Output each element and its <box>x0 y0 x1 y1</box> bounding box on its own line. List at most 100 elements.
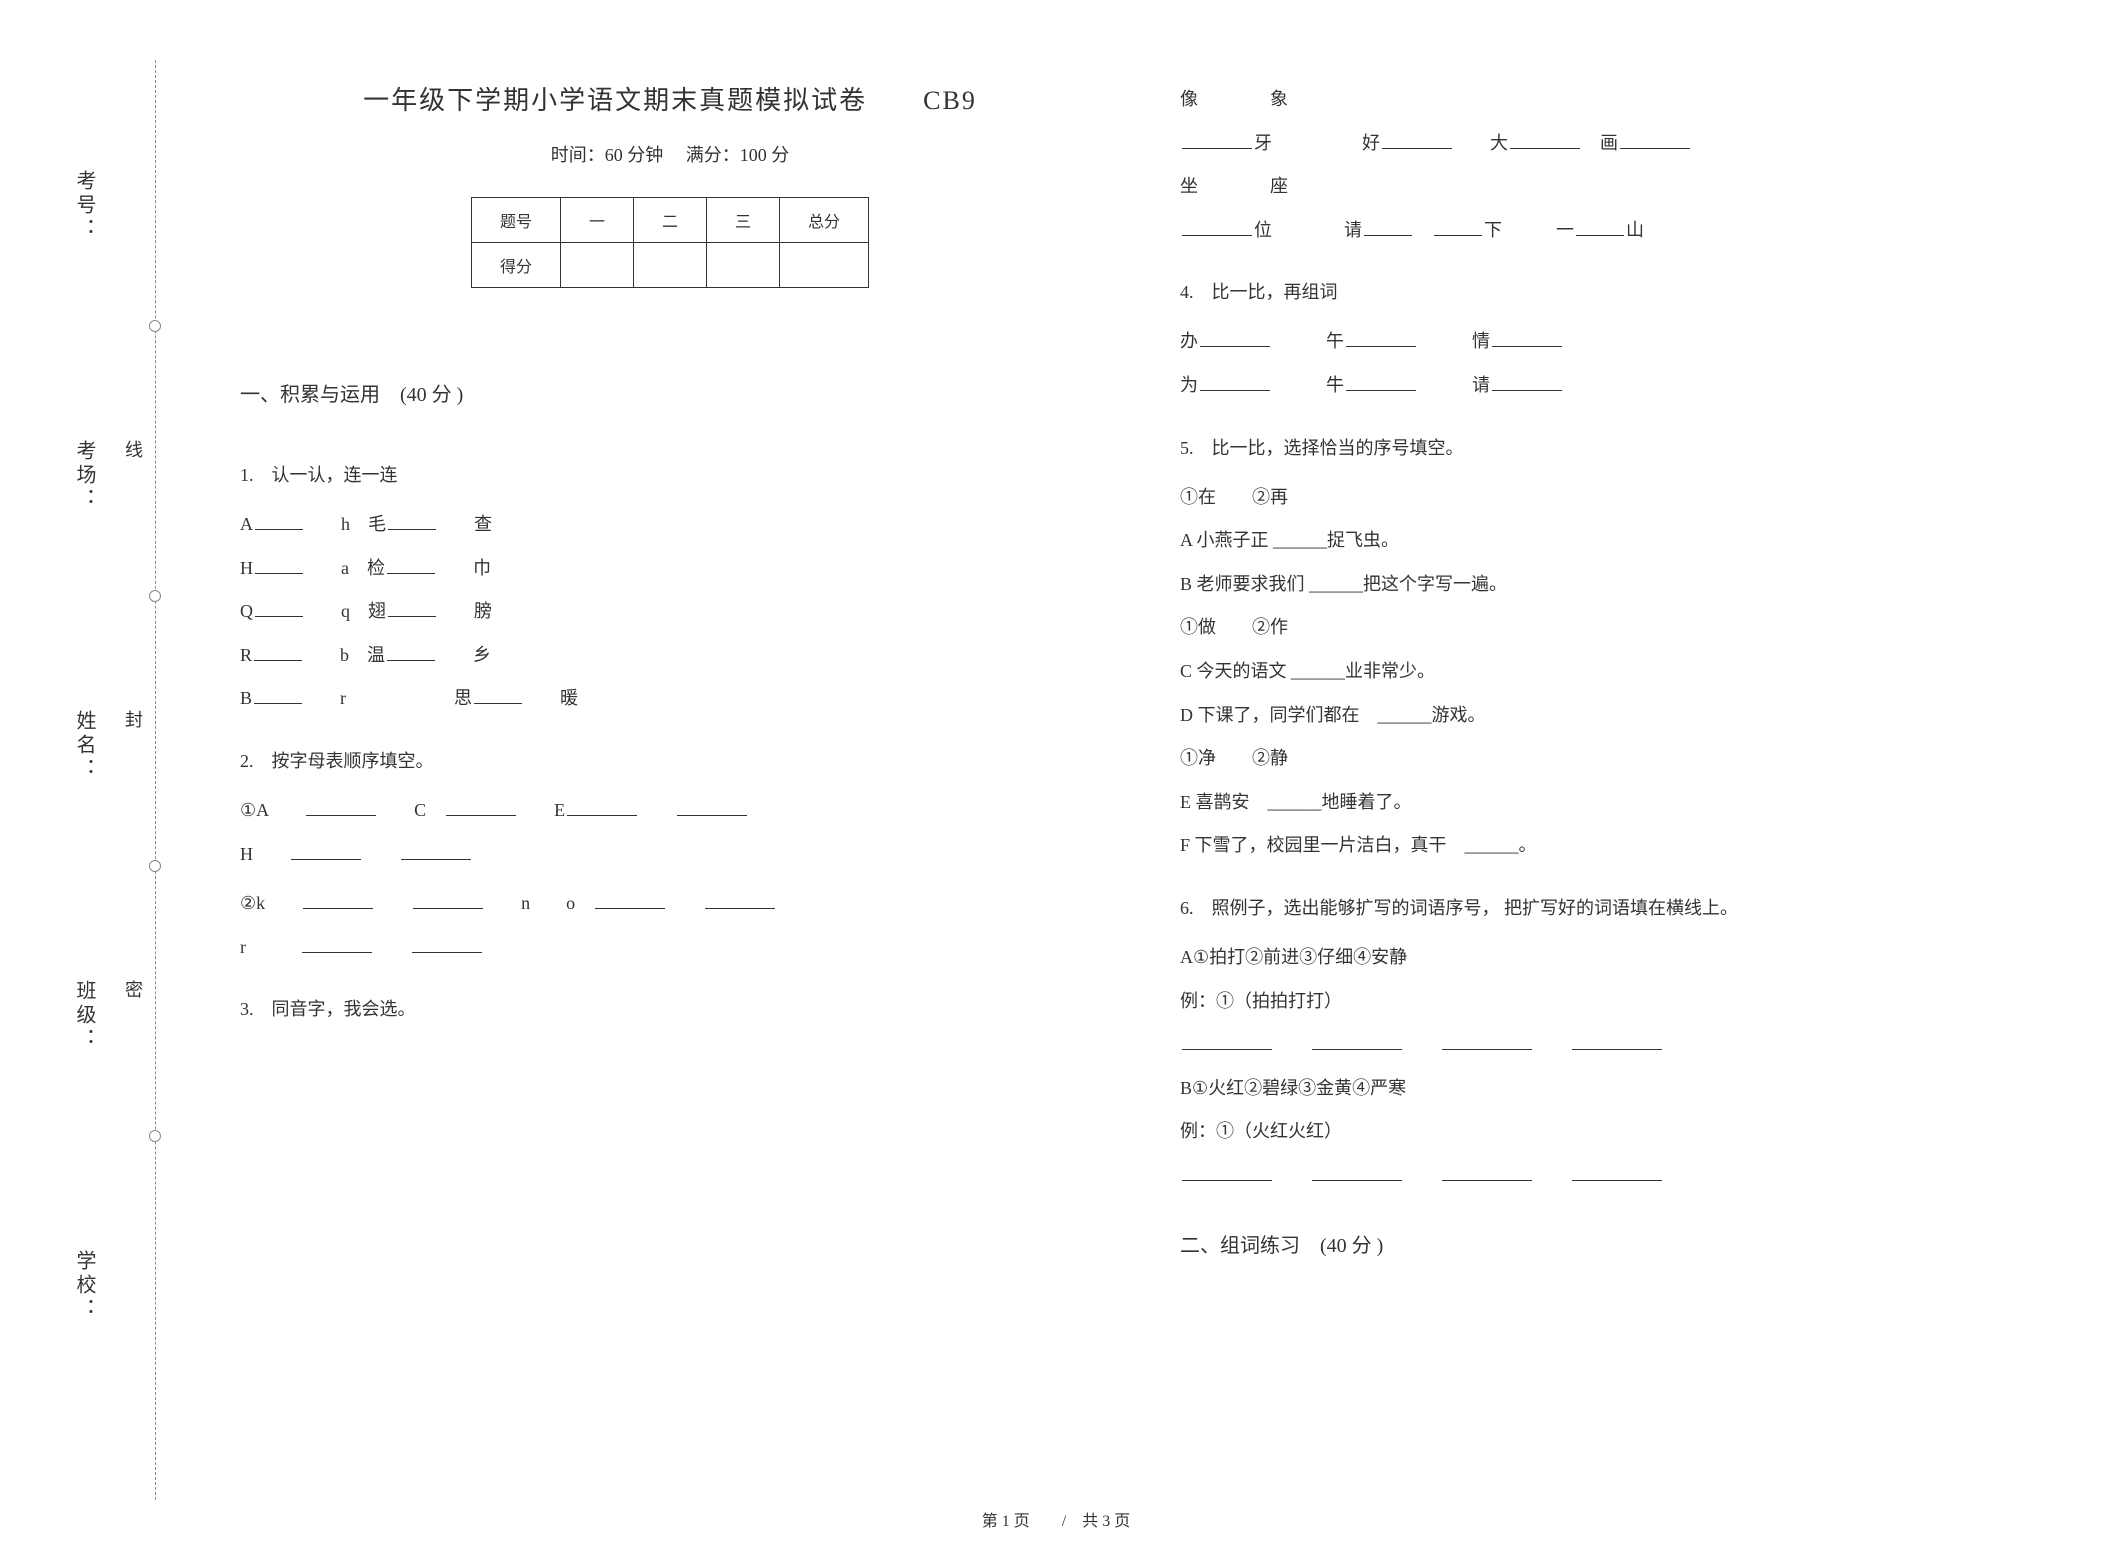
q1-cell: h <box>341 514 350 534</box>
q2-text: ①A <box>240 800 268 820</box>
score-th: 题号 <box>471 198 560 243</box>
q1-cell: q <box>341 601 350 621</box>
binding-circle <box>149 590 161 602</box>
q1-cell: r <box>340 688 346 708</box>
q3-word: 位 <box>1254 220 1272 240</box>
q1-body: A h 毛 查 H a 检 巾 Q q 翅 膀 R b 温 乡 B r 思 暖 <box>240 505 1100 723</box>
q5-line: B 老师要求我们 ______把这个字写一遍。 <box>1180 565 2040 605</box>
q1-cell: B <box>240 688 252 708</box>
q5-line: D 下课了，同学们都在 ______游戏。 <box>1180 696 2040 736</box>
q2-text: n <box>521 893 530 913</box>
q3-word: 大 <box>1490 133 1508 153</box>
q3-word: 请 <box>1344 220 1362 240</box>
page-content: 一年级下学期小学语文期末真题模拟试卷 CB9 时间：60 分钟 满分：100 分… <box>240 80 2040 1460</box>
q2-text: o <box>566 893 575 913</box>
q4-char: 办 <box>1180 331 1198 351</box>
q1-heading: 1. 认一认，连一连 <box>240 461 1100 487</box>
q1-cell: 检 <box>367 558 385 578</box>
binding-sub-xian: 线 <box>120 440 146 478</box>
q2-text: H <box>240 844 253 864</box>
q1-cell: 毛 <box>368 514 386 534</box>
q3-char: 象 <box>1270 89 1288 109</box>
q3-heading: 3. 同音字，我会选。 <box>240 995 1100 1021</box>
q1-cell: 翅 <box>368 601 386 621</box>
q3-word: 牙 <box>1254 133 1272 153</box>
q1-cell: 膀 <box>474 601 492 621</box>
page-footer: 第 1 页 / 共 3 页 <box>0 1507 2112 1531</box>
binding-circle <box>149 1130 161 1142</box>
score-table-score-row: 得分 <box>471 243 868 288</box>
q5-line: F 下雪了，校园里一片洁白，真干 ______。 <box>1180 826 2040 866</box>
binding-label-xuexiao: 学校： <box>70 1250 99 1322</box>
q4-body: 办 午 情 为 牛 请 <box>1180 322 2040 409</box>
q5-line: E 喜鹊安 ______地睡着了。 <box>1180 783 2040 823</box>
q4-char: 午 <box>1326 331 1344 351</box>
right-column: 像 象 牙 好 大 画 坐 座 位 请 下 一 山 4. 比一比，再组词 办 午 … <box>1180 80 2040 1460</box>
q5-opts: ①在 ②再 <box>1180 478 2040 518</box>
q3-body: 像 象 牙 好 大 画 坐 座 位 请 下 一 山 <box>1180 80 2040 254</box>
q2-text: r <box>240 937 246 957</box>
q6-opts-a: A①拍打②前进③仔细④安静 <box>1180 938 2040 978</box>
q5-line: C 今天的语文 ______业非常少。 <box>1180 652 2040 692</box>
q3-word: 山 <box>1626 220 1644 240</box>
score-table-header-row: 题号 一 二 三 总分 <box>471 198 868 243</box>
q1-cell: 乡 <box>473 645 491 665</box>
q4-char: 牛 <box>1326 375 1344 395</box>
score-th: 一 <box>560 198 633 243</box>
q1-cell: 暖 <box>560 688 578 708</box>
q5-opts: ①净 ②静 <box>1180 739 2040 779</box>
q3-char: 像 <box>1180 89 1198 109</box>
q1-cell: 温 <box>367 645 385 665</box>
q3-char: 坐 <box>1180 176 1198 196</box>
q1-cell: R <box>240 645 252 665</box>
binding-label-banji: 班级： <box>70 980 99 1052</box>
q6-opts-b: B①火红②碧绿③金黄④严寒 <box>1180 1069 2040 1109</box>
q3-word: 好 <box>1362 133 1380 153</box>
score-th: 三 <box>707 198 780 243</box>
binding-circle <box>149 860 161 872</box>
q2-body: ①A C E H ②k n o r <box>240 791 1100 971</box>
q5-heading: 5. 比一比，选择恰当的序号填空。 <box>1180 434 2040 460</box>
q4-char: 为 <box>1180 375 1198 395</box>
q3-char: 座 <box>1270 176 1288 196</box>
q1-cell: H <box>240 558 253 578</box>
binding-margin: 考号： 考场： 姓名： 班级： 学校： 线 封 密 <box>70 60 190 1500</box>
binding-circle <box>149 320 161 332</box>
q1-cell: 巾 <box>473 558 491 578</box>
score-td <box>780 243 869 288</box>
score-table: 题号 一 二 三 总分 得分 <box>471 197 869 288</box>
section-1-heading: 一、积累与运用 (40 分 ) <box>240 378 1100 407</box>
q4-char: 情 <box>1472 331 1490 351</box>
q1-cell: b <box>340 645 349 665</box>
q2-heading: 2. 按字母表顺序填空。 <box>240 747 1100 773</box>
q1-cell: 思 <box>454 688 472 708</box>
q1-cell: 查 <box>474 514 492 534</box>
q1-cell: a <box>341 558 349 578</box>
q6-example-a: 例：①（拍拍打打） <box>1180 982 2040 1022</box>
q3-word: 下 <box>1484 220 1502 240</box>
score-th: 总分 <box>780 198 869 243</box>
q1-cell: A <box>240 514 253 534</box>
score-th: 二 <box>633 198 706 243</box>
q3-word: 画 <box>1600 133 1618 153</box>
score-td <box>560 243 633 288</box>
q4-char: 请 <box>1472 375 1490 395</box>
q3-word: 一 <box>1556 220 1574 240</box>
binding-label-kaochang: 考场： <box>70 440 99 512</box>
q5-opts: ①做 ②作 <box>1180 608 2040 648</box>
q1-cell: Q <box>240 601 253 621</box>
q6-example-b: 例：①（火红火红） <box>1180 1112 2040 1152</box>
binding-dashed-line <box>155 60 156 1500</box>
q4-heading: 4. 比一比，再组词 <box>1180 278 2040 304</box>
left-column: 一年级下学期小学语文期末真题模拟试卷 CB9 时间：60 分钟 满分：100 分… <box>240 80 1100 1460</box>
q6-body: A①拍打②前进③仔细④安静 例：①（拍拍打打） B①火红②碧绿③金黄④严寒 例：… <box>1180 938 2040 1200</box>
binding-sub-mi: 密 <box>120 980 146 1018</box>
score-td-label: 得分 <box>471 243 560 288</box>
section-2-heading: 二、组词练习 (40 分 ) <box>1180 1229 2040 1258</box>
score-td <box>633 243 706 288</box>
q2-text: E <box>554 800 565 820</box>
exam-subtitle: 时间：60 分钟 满分：100 分 <box>240 141 1100 167</box>
binding-sub-feng: 封 <box>120 710 146 748</box>
q5-body: ①在 ②再 A 小燕子正 ______捉飞虫。 B 老师要求我们 ______把… <box>1180 478 2040 870</box>
score-td <box>707 243 780 288</box>
